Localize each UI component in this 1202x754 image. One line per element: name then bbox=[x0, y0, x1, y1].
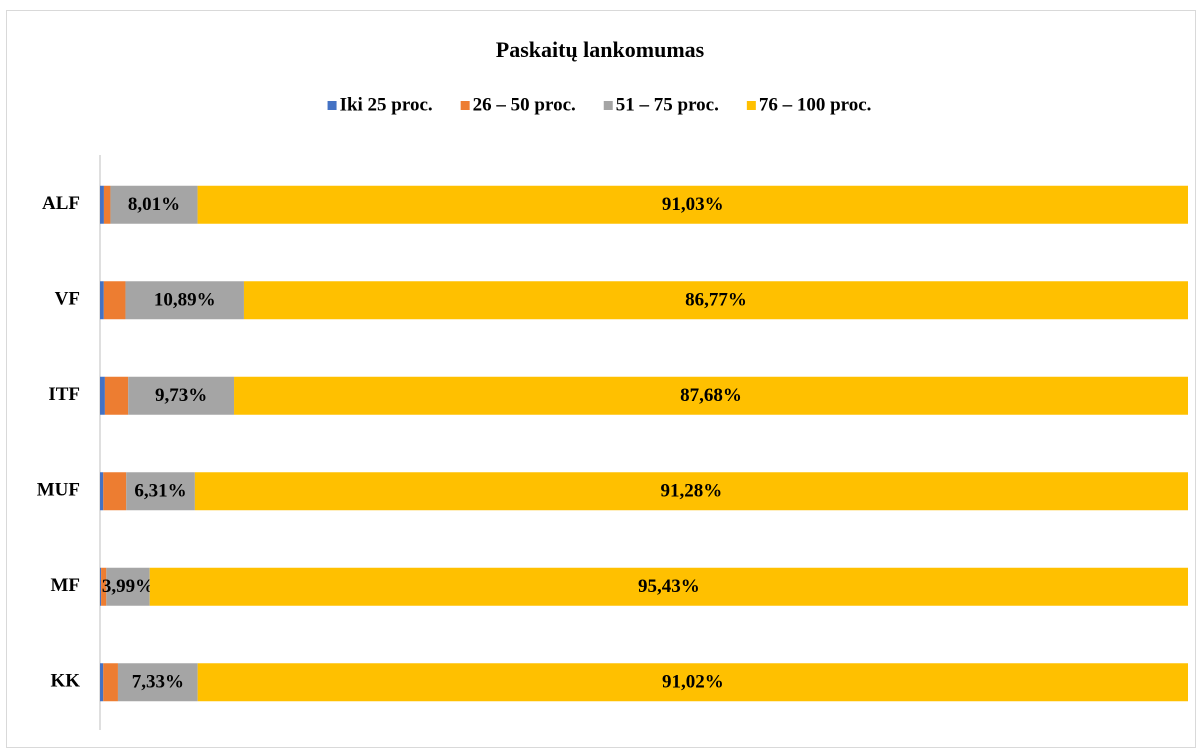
bar-segment bbox=[103, 472, 127, 511]
legend-swatch bbox=[603, 101, 613, 110]
data-label: 95,43% bbox=[638, 576, 700, 597]
bar-segment bbox=[110, 185, 198, 224]
y-tick-label: ALF bbox=[42, 193, 80, 214]
data-label: 86,77% bbox=[685, 290, 747, 311]
data-label: 9,73% bbox=[155, 385, 207, 406]
data-label: 6,31% bbox=[134, 481, 186, 502]
data-label: 91,02% bbox=[662, 672, 724, 693]
bar-segment bbox=[117, 663, 198, 702]
bar-segment bbox=[103, 281, 126, 320]
bar-segment bbox=[194, 472, 1188, 511]
bar-segment bbox=[103, 185, 111, 224]
y-tick-label: MF bbox=[50, 575, 80, 596]
bar-segment bbox=[100, 472, 104, 511]
bar-segment bbox=[234, 376, 1188, 415]
bar-segment bbox=[106, 567, 150, 606]
bar-segment bbox=[100, 376, 105, 415]
bar-segment bbox=[104, 376, 129, 415]
bar-segment bbox=[125, 281, 244, 320]
bar-segment bbox=[103, 663, 118, 702]
bar-segment bbox=[128, 376, 235, 415]
bar-segment bbox=[197, 185, 1188, 224]
data-label: 91,28% bbox=[661, 481, 723, 502]
bar-segment bbox=[101, 567, 107, 606]
bar-segment bbox=[100, 281, 104, 320]
data-label: 91,03% bbox=[662, 194, 724, 215]
legend-label: 51 – 75 proc. bbox=[616, 94, 719, 115]
y-tick-label: MUF bbox=[37, 480, 80, 501]
bar-segment bbox=[149, 567, 1189, 606]
bar-segment bbox=[100, 567, 102, 606]
bar-segment bbox=[100, 663, 104, 702]
legend-label: 26 – 50 proc. bbox=[473, 94, 576, 115]
bar-segment bbox=[100, 185, 104, 224]
data-label: 87,68% bbox=[680, 385, 742, 406]
bar-segment bbox=[126, 472, 195, 511]
y-tick-label: ITF bbox=[48, 384, 80, 405]
data-label: 7,33% bbox=[132, 672, 184, 693]
legend-swatch bbox=[327, 101, 337, 110]
legend-swatch bbox=[460, 101, 470, 110]
data-label: 8,01% bbox=[128, 194, 180, 215]
data-label: 3,99% bbox=[102, 576, 154, 597]
chart-title: Paskaitų lankomumas bbox=[496, 37, 705, 62]
bar-segment bbox=[243, 281, 1189, 320]
legend-label: 76 – 100 proc. bbox=[759, 94, 872, 115]
data-label: 10,89% bbox=[154, 290, 216, 311]
y-tick-label: VF bbox=[55, 289, 80, 310]
y-tick-label: KK bbox=[50, 671, 80, 692]
bar-segment bbox=[197, 663, 1188, 702]
legend-label: Iki 25 proc. bbox=[340, 94, 433, 115]
legend-swatch bbox=[746, 101, 756, 110]
